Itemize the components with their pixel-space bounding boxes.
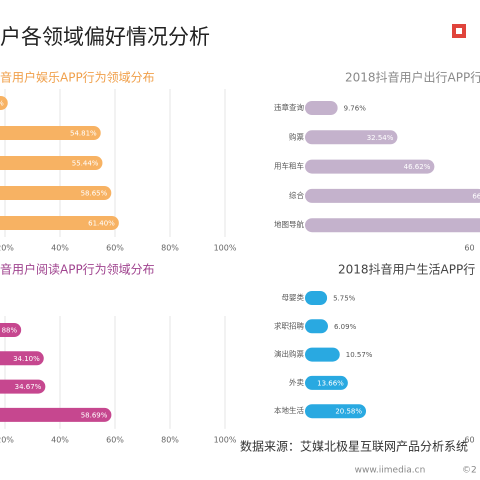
category-label: 求职招聘: [274, 320, 304, 330]
x-tick-label: 100%: [214, 436, 237, 445]
bar: [305, 218, 480, 233]
value-label: 20.58%: [335, 408, 362, 416]
bar: [305, 291, 328, 305]
category-label: 母婴类: [282, 292, 305, 302]
value-label: 10.57%: [346, 351, 373, 359]
value-label: 6.09%: [334, 323, 357, 331]
category-label: 演出购票: [274, 349, 304, 359]
value-label: 58.65%: [81, 190, 108, 198]
value-label: 13.66%: [317, 379, 344, 387]
value-label: 55.44%: [72, 160, 99, 168]
value-label: 34.10%: [13, 355, 40, 363]
bar: [0, 407, 112, 422]
value-label: 54.81%: [70, 130, 97, 138]
bar: [305, 101, 338, 115]
x-tick-label: 20%: [0, 244, 14, 253]
x-tick-label: 60: [464, 244, 474, 253]
value-label: 9.76%: [344, 105, 367, 113]
category-label: 违章查询: [274, 102, 304, 112]
panel-title: 音用户娱乐APP行为领域分布: [0, 70, 155, 85]
bar: [0, 96, 8, 110]
value-label: 88%: [2, 327, 18, 335]
bar: [305, 188, 480, 203]
category-label: 外卖: [289, 377, 304, 387]
bar: [305, 375, 348, 390]
x-tick-label: 80%: [161, 436, 179, 445]
category-label: 用车租车: [274, 161, 304, 171]
chart-panel: 2018抖音用户出行APP行 60 违章查询 9.76% 购票 32.54% 用车租车 46.…: [274, 70, 480, 253]
x-tick-label: 20%: [0, 436, 14, 445]
value-label: 32.54%: [367, 134, 394, 142]
category-label: 综合: [289, 190, 304, 200]
chart-panel: 2018抖音用户生活APP行 60 母婴类 5.75% 求职招聘 6.09% 演出购票 10.…: [274, 262, 475, 445]
value-label: 5.75%: [333, 295, 356, 303]
chart-panel: 音用户阅读APP行为领域分布 20% 40% 60% 80% 100% 88% 34.10% 3…: [0, 262, 237, 445]
panel-title: 2018抖音用户生活APP行: [338, 262, 475, 277]
bar: [305, 404, 367, 419]
bar: [305, 130, 398, 145]
x-tick-label: 60: [464, 436, 474, 445]
category-label: 购票: [289, 131, 304, 141]
page-title: 户各领域偏好情况分析: [0, 25, 210, 49]
value-label: 34.67%: [15, 383, 42, 391]
bar: [0, 323, 22, 337]
panel-title: 2018抖音用户出行APP行: [345, 70, 480, 85]
bar: [305, 319, 328, 334]
x-tick-label: 40%: [51, 436, 69, 445]
bar: [0, 351, 44, 366]
x-tick-label: 60%: [106, 244, 124, 253]
logo: [452, 24, 466, 38]
copyright: ©2: [462, 466, 477, 476]
x-tick-label: 40%: [51, 244, 69, 253]
x-tick-label: 60%: [106, 436, 124, 445]
value-label: 46.62%: [404, 163, 431, 171]
value-label: 58.69%: [81, 411, 108, 419]
value-label: 66: [472, 192, 480, 200]
chart-panel: 音用户娱乐APP行为领域分布 20% 40% 60% 80% 100%% 54.81% 55.…: [0, 70, 237, 253]
x-tick-label: 80%: [161, 244, 179, 253]
value-label: %: [0, 100, 4, 108]
bar: [0, 216, 119, 230]
website: www.iimedia.cn: [355, 466, 426, 476]
panel-title: 音用户阅读APP行为领域分布: [0, 262, 155, 277]
x-tick-label: 100%: [214, 244, 237, 253]
bar: [305, 347, 340, 362]
bar: [0, 379, 46, 394]
bar: [0, 126, 101, 140]
bar: [0, 186, 112, 200]
logo-inner: [456, 28, 462, 34]
source-note: 数据来源：艾媒北极星互联网产品分析系统: [240, 439, 468, 454]
value-label: 61.40%: [88, 220, 115, 228]
bar: [305, 159, 435, 174]
category-label: 地图导航: [274, 219, 304, 229]
bar: [0, 156, 103, 170]
category-label: 本地生活: [274, 405, 304, 415]
